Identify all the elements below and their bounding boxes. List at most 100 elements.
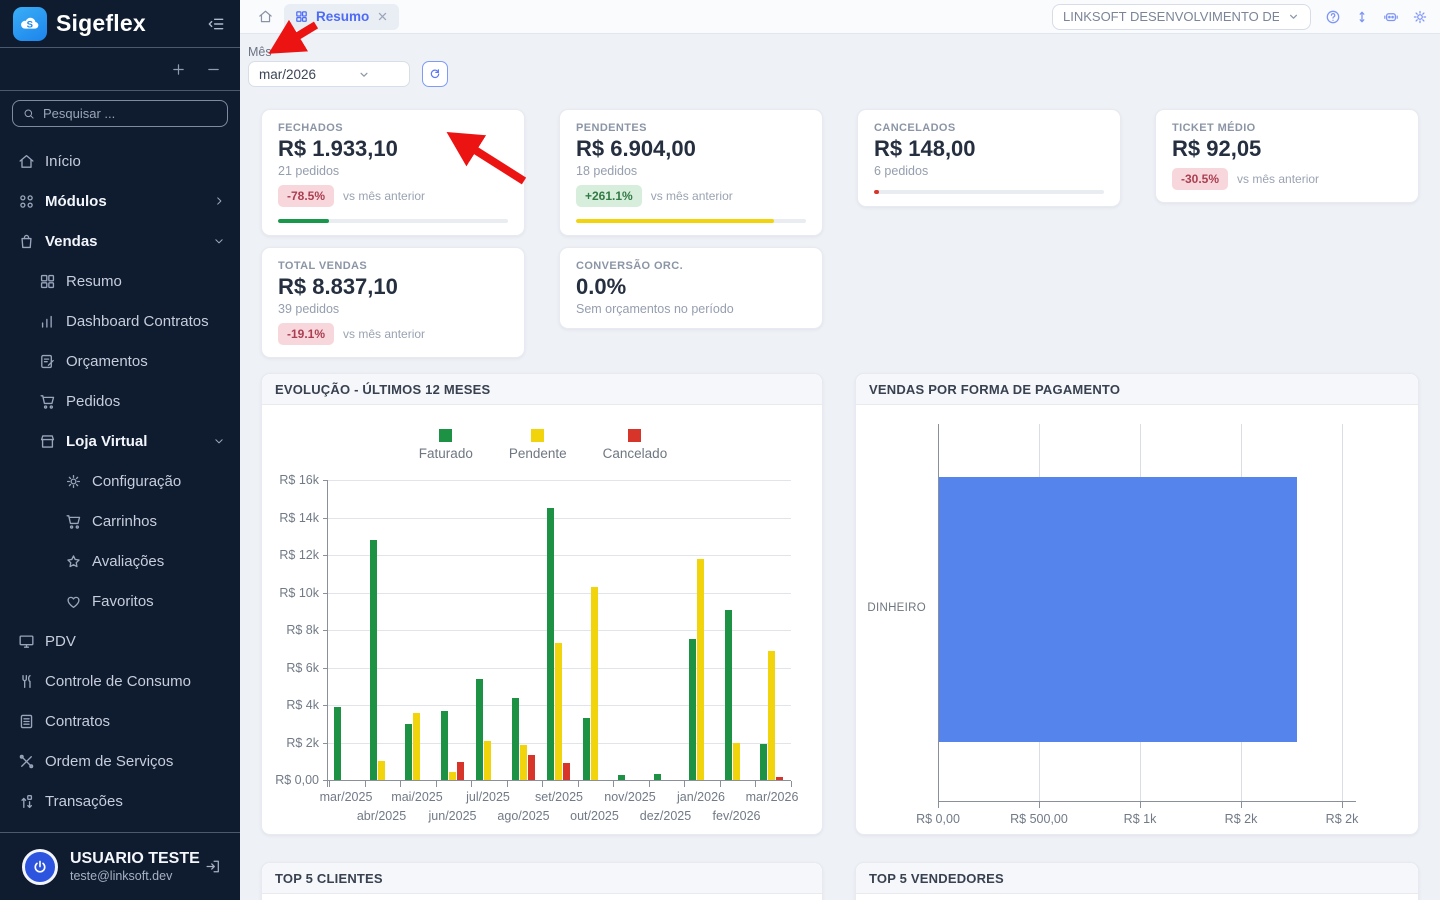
top-sellers-title: TOP 5 VENDEDORES bbox=[869, 870, 1004, 886]
kpi-card-total-vendas: TOTAL VENDAS R$ 8.837,10 39 pedidos -19.… bbox=[261, 247, 525, 359]
bar-pendente-jan-2026[interactable] bbox=[697, 558, 704, 780]
sidebar-item-ordem-de-servicos[interactable]: Ordem de Serviços bbox=[0, 741, 240, 781]
sidebar-item-pedidos[interactable]: Pedidos bbox=[0, 381, 240, 421]
sidebar-item-dashboard-contratos[interactable]: Dashboard Contratos bbox=[0, 301, 240, 341]
bar-pendente-abr-2025[interactable] bbox=[377, 761, 385, 780]
sidebar-item-configuracao[interactable]: Configuração bbox=[0, 461, 240, 501]
bar-faturado-ago-2025[interactable] bbox=[511, 697, 519, 780]
bar-cancelado-mar-2026[interactable] bbox=[776, 777, 783, 780]
sidebar-search[interactable] bbox=[12, 100, 228, 127]
utensils-icon bbox=[17, 672, 36, 691]
user-panel[interactable]: USUARIO TESTE teste@linksoft.dev bbox=[0, 832, 240, 900]
bar-pendente-jul-2025[interactable] bbox=[484, 740, 491, 780]
sidebar-item-transacoes[interactable]: Transações bbox=[0, 781, 240, 821]
kpi-change-row: -19.1% vs mês anterior bbox=[278, 323, 508, 346]
x-axis-label: R$ 2k bbox=[1325, 812, 1359, 826]
x-axis-label: R$ 1k bbox=[1123, 812, 1157, 826]
increase-font-icon[interactable] bbox=[170, 61, 187, 78]
heart-icon bbox=[64, 592, 83, 611]
bar-faturado-jul-2025[interactable] bbox=[476, 678, 483, 780]
bar-faturado-dez-2025[interactable] bbox=[653, 774, 661, 780]
sidebar-item-inicio[interactable]: Início bbox=[0, 141, 240, 181]
kpi-change-row: +261.1% vs mês anterior bbox=[576, 185, 806, 208]
x-axis-label: jan/2026 bbox=[677, 790, 725, 804]
bar-pendente-ago-2025[interactable] bbox=[519, 745, 527, 780]
sidebar-item-vendas[interactable]: Vendas bbox=[0, 221, 240, 261]
month-filter-label: Mês bbox=[248, 45, 272, 59]
legend-item-cancelado[interactable]: Cancelado bbox=[603, 429, 667, 461]
legend-item-pendente[interactable]: Pendente bbox=[509, 429, 567, 461]
bar-faturado-out-2025[interactable] bbox=[582, 718, 590, 780]
sidebar-item-pdv[interactable]: PDV bbox=[0, 621, 240, 661]
bar-faturado-fev-2026[interactable] bbox=[724, 610, 732, 780]
sidebar-item-label: Vendas bbox=[45, 232, 98, 250]
help-icon[interactable] bbox=[1324, 8, 1342, 26]
bar-faturado-set-2025[interactable] bbox=[547, 508, 554, 780]
bar-faturado-mai-2025[interactable] bbox=[405, 723, 412, 780]
bar-pendente-jun-2025[interactable] bbox=[448, 771, 456, 780]
resize-vertical-icon[interactable] bbox=[1353, 8, 1371, 26]
bar-pendente-set-2025[interactable] bbox=[555, 643, 562, 780]
x-axis-label: nov/2025 bbox=[604, 790, 656, 804]
sidebar-item-resumo[interactable]: Resumo bbox=[0, 261, 240, 301]
bar-cancelado-ago-2025[interactable] bbox=[527, 754, 535, 780]
bar-pendente-fev-2026[interactable] bbox=[732, 743, 740, 780]
refresh-button[interactable] bbox=[422, 61, 448, 87]
bar-pendente-mar-2026[interactable] bbox=[768, 650, 775, 780]
sidebar-item-favoritos[interactable]: Favoritos bbox=[0, 581, 240, 621]
bar-cancelado-set-2025[interactable] bbox=[563, 763, 570, 780]
svg-text:S: S bbox=[27, 19, 33, 30]
kpi-vs-label: vs mês anterior bbox=[650, 189, 733, 204]
month-select[interactable]: mar/2026 bbox=[248, 61, 410, 87]
brand-cloud-icon: S bbox=[13, 6, 47, 41]
top-sellers-header: TOP 5 VENDEDORES bbox=[856, 863, 1418, 894]
bar-faturado-jun-2025[interactable] bbox=[440, 710, 448, 780]
sidebar-collapse-icon[interactable] bbox=[206, 14, 226, 34]
bar-dinheiro[interactable] bbox=[939, 477, 1297, 742]
top-clients-card: TOP 5 CLIENTES bbox=[261, 862, 823, 900]
kpi-progress-bar bbox=[874, 190, 1104, 195]
y-axis-label: R$ 0,00 bbox=[275, 773, 319, 787]
kpi-subtext: 6 pedidos bbox=[874, 164, 929, 179]
company-select[interactable]: LINKSOFT DESENVOLVIMENTO DE ... bbox=[1052, 3, 1311, 30]
sidebar-item-modulos[interactable]: Módulos bbox=[0, 181, 240, 221]
bar-pendente-mai-2025[interactable] bbox=[413, 712, 420, 780]
home-icon[interactable] bbox=[257, 8, 274, 25]
sidebar-item-controle-de-consumo[interactable]: Controle de Consumo bbox=[0, 661, 240, 701]
legend-swatch bbox=[628, 429, 642, 442]
decrease-font-icon[interactable] bbox=[205, 61, 222, 78]
logout-icon[interactable] bbox=[204, 857, 222, 876]
sidebar-header: S Sigeflex bbox=[0, 0, 240, 48]
kpi-value: R$ 148,00 bbox=[874, 136, 976, 161]
settings-gear-icon[interactable] bbox=[1411, 8, 1429, 26]
bar-faturado-nov-2025[interactable] bbox=[618, 775, 625, 780]
sidebar-item-carrinhos[interactable]: Carrinhos bbox=[0, 501, 240, 541]
sidebar-item-avaliacoes[interactable]: Avaliações bbox=[0, 541, 240, 581]
sidebar-item-loja-virtual[interactable]: Loja Virtual bbox=[0, 421, 240, 461]
bar-cancelado-jun-2025[interactable] bbox=[456, 762, 464, 780]
legend-item-faturado[interactable]: Faturado bbox=[419, 429, 473, 461]
close-tab-icon[interactable] bbox=[376, 10, 389, 23]
bar-faturado-abr-2025[interactable] bbox=[369, 540, 377, 780]
assistant-robot-icon[interactable] bbox=[1382, 8, 1400, 26]
sidebar-item-orcamentos[interactable]: Orçamentos bbox=[0, 341, 240, 381]
power-icon bbox=[31, 858, 49, 876]
category-label: DINHEIRO bbox=[867, 602, 926, 614]
bar-faturado-jan-2026[interactable] bbox=[689, 639, 696, 780]
sidebar-item-contratos[interactable]: Contratos bbox=[0, 701, 240, 741]
kpi-value: R$ 1.933,10 bbox=[278, 136, 398, 161]
kpi-card-cancelados: CANCELADOS R$ 148,00 6 pedidos bbox=[857, 109, 1121, 208]
tab-resumo[interactable]: Resumo bbox=[284, 3, 400, 30]
kpi-change-row: -30.5% vs mês anterior bbox=[1172, 168, 1402, 191]
bar-faturado-mar-2025[interactable] bbox=[334, 706, 341, 780]
x-axis-label: dez/2025 bbox=[639, 809, 692, 823]
kpi-progress-bar bbox=[576, 219, 806, 224]
x-axis-label: out/2025 bbox=[570, 809, 619, 823]
app-logo[interactable]: S Sigeflex bbox=[13, 6, 146, 41]
bar-pendente-out-2025[interactable] bbox=[590, 586, 598, 780]
bar-faturado-mar-2026[interactable] bbox=[760, 743, 767, 780]
search-input[interactable] bbox=[43, 106, 219, 121]
legend-label: Pendente bbox=[508, 446, 567, 461]
gear-icon bbox=[64, 472, 83, 491]
